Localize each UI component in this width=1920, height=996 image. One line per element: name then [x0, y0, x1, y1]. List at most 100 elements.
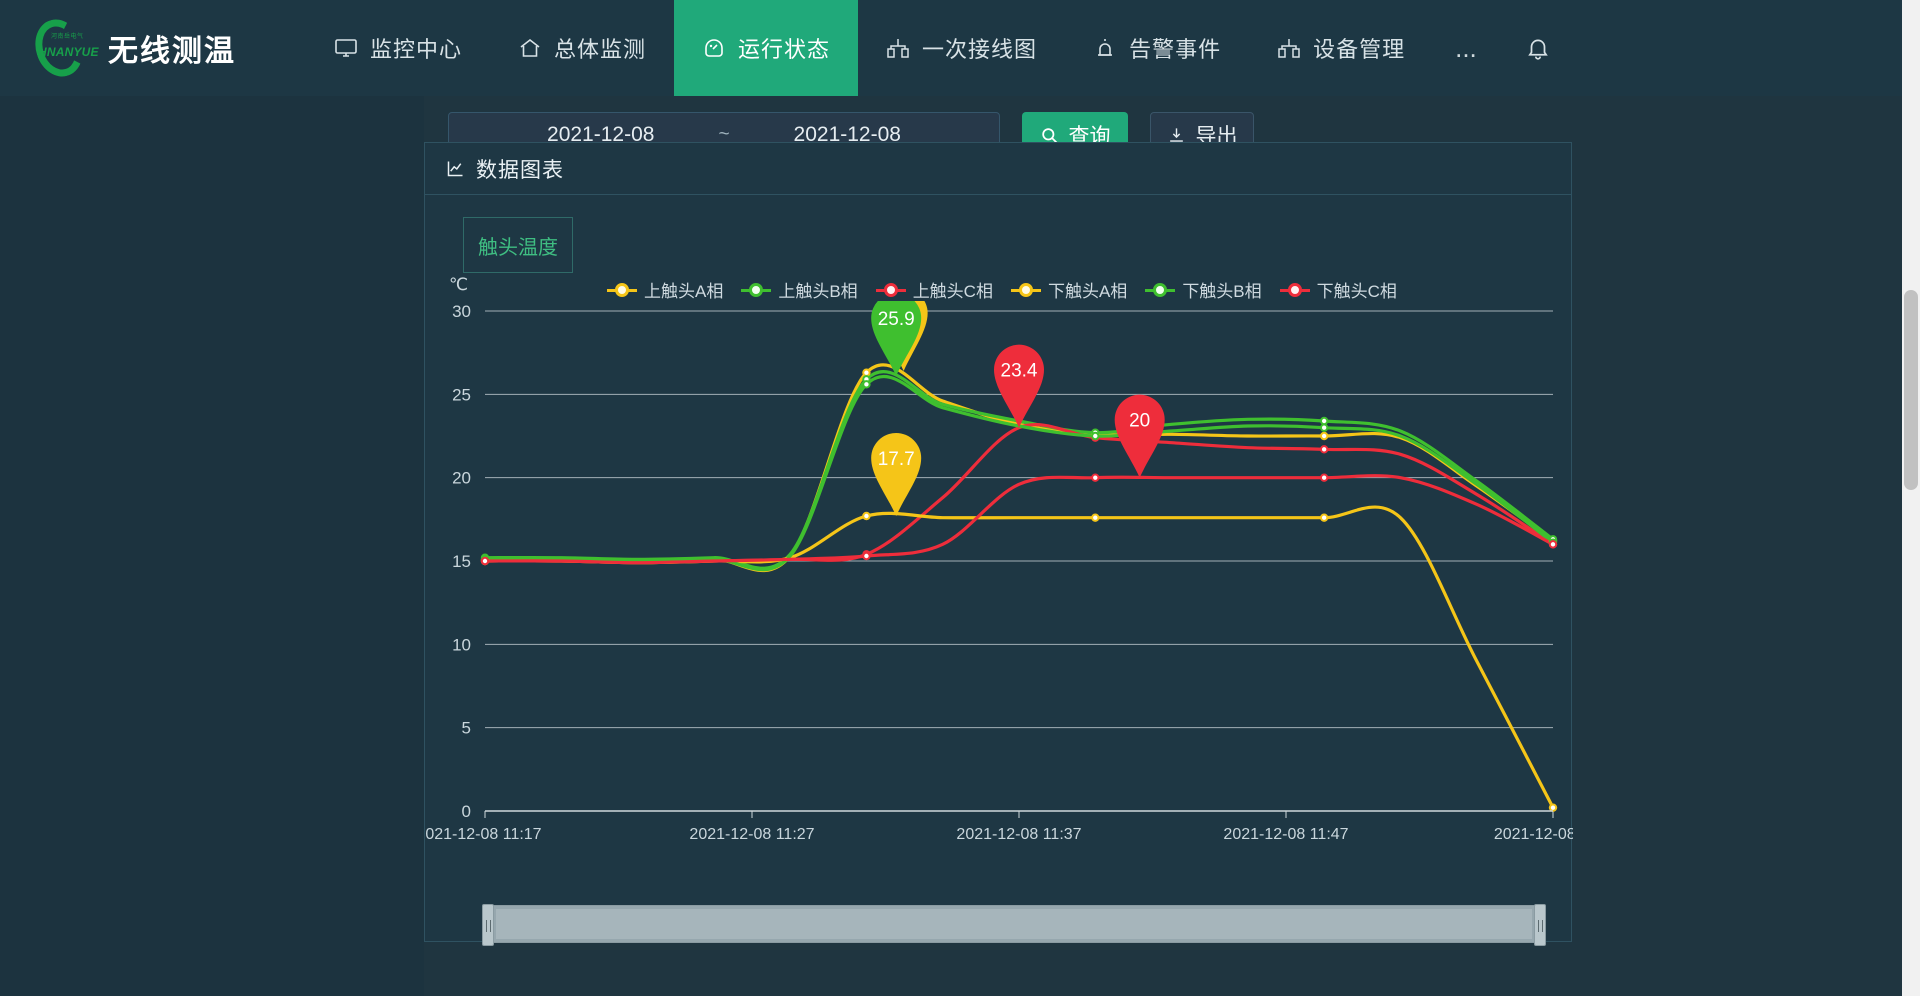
series-point: [1091, 513, 1100, 522]
nav-label: 一次接线图: [922, 37, 1038, 62]
svg-text:2021-12-08 11:17: 2021-12-08 11:17: [425, 826, 542, 843]
series-point: [1091, 431, 1100, 441]
svg-text:17.7: 17.7: [878, 449, 915, 470]
svg-text:0: 0: [462, 802, 471, 821]
legend-label: 上触头B相: [778, 282, 858, 301]
series-point: [862, 368, 871, 377]
svg-text:30: 30: [452, 302, 471, 321]
chart-annotation-pin: 23.4: [994, 344, 1044, 428]
series-point: [862, 551, 871, 561]
company-logo-icon: 河南岳电气 HNANYUE: [28, 13, 99, 83]
line-chart-icon: [445, 158, 466, 179]
series-point: [1091, 473, 1100, 482]
main-nav: 监控中心 总体监测 运行状态: [306, 0, 1567, 96]
series-line-2: [483, 423, 1555, 565]
nav-item-overall-monitoring[interactable]: 总体监测: [490, 0, 674, 96]
series-point: [1319, 445, 1329, 454]
nav-more-button[interactable]: ...: [1455, 32, 1477, 63]
series-point: [1319, 423, 1329, 432]
download-icon: [1167, 126, 1186, 145]
series-point: [480, 556, 490, 566]
nav-label: 监控中心: [370, 37, 463, 62]
svg-text:20: 20: [1129, 411, 1150, 432]
chart-region: ℃ 上触头A相 上触头B相: [425, 275, 1573, 895]
legend-item-lower-b[interactable]: 下触头B相: [1145, 277, 1262, 302]
legend-label: 下触头A相: [1047, 282, 1128, 301]
left-rail: [0, 96, 424, 996]
chart-svg: 0 5 10 15 20 25 30 2021-12-08 11:17 2021-12-08 1…: [425, 301, 1573, 843]
series-point: [862, 511, 871, 521]
svg-text:23.4: 23.4: [1001, 361, 1038, 382]
legend-marker-icon: [875, 282, 906, 297]
legend-item-upper-c[interactable]: 上触头C相: [875, 277, 993, 302]
nav-label: 总体监测: [554, 37, 647, 62]
page-scrollbar[interactable]: [1902, 0, 1920, 996]
circuit-icon: [886, 36, 910, 60]
chart-annotation-pin: 20: [1114, 394, 1165, 478]
series-point: [1548, 803, 1558, 812]
date-start-value[interactable]: 2021-12-08: [547, 123, 655, 146]
svg-text:15: 15: [452, 552, 471, 571]
legend-label: 下触头C相: [1316, 282, 1397, 301]
legend-item-upper-b[interactable]: 上触头B相: [741, 277, 858, 302]
card-title: 数据图表: [476, 158, 564, 182]
svg-text:5: 5: [462, 719, 471, 738]
nav-label: 设备管理: [1313, 37, 1406, 62]
alarm-icon: [1093, 36, 1117, 60]
series-point: [1319, 431, 1329, 441]
chart-tab-row: 触头温度: [425, 195, 1571, 273]
chart-datazoom-slider[interactable]: [482, 904, 1546, 946]
series-point: [1548, 540, 1558, 549]
svg-text:2021-12-08 11:27: 2021-12-08 11:27: [689, 826, 814, 843]
legend-item-lower-a[interactable]: 下触头A相: [1010, 277, 1128, 302]
datazoom-handle-left[interactable]: [482, 904, 494, 946]
legend-label: 上触头A相: [644, 282, 724, 301]
legend-item-upper-a[interactable]: 上触头A相: [607, 277, 723, 302]
home-icon: [518, 36, 542, 60]
brand: 河南岳电气 HNANYUE 无线测温: [28, 13, 236, 83]
series-point: [862, 380, 871, 389]
tab-contact-temperature[interactable]: 触头温度: [463, 217, 573, 273]
page-scrollbar-thumb[interactable]: [1904, 290, 1918, 490]
monitor-icon: [334, 36, 358, 60]
svg-text:25.9: 25.9: [878, 309, 915, 330]
chart-plot-area: 0 5 10 15 20 25 30 2021-12-08 11:17 2021-12-08 1…: [425, 301, 1573, 895]
date-end-value[interactable]: 2021-12-08: [793, 123, 901, 146]
search-icon: [1040, 126, 1059, 145]
legend-marker-icon: [1145, 282, 1176, 297]
series-point: [1319, 473, 1329, 482]
series-line-3: [483, 505, 1555, 810]
datazoom-selected-range[interactable]: [496, 909, 1532, 939]
legend-item-lower-c[interactable]: 下触头C相: [1279, 277, 1397, 302]
svg-text:20: 20: [452, 469, 471, 488]
svg-text:2021-12-08 13:22: 2021-12-08 13:22: [1494, 826, 1573, 843]
series-point: [1319, 513, 1329, 522]
data-chart-card: 数据图表 触头温度 ℃ 上触头A相: [424, 142, 1573, 946]
date-range-separator: ~: [718, 124, 730, 145]
top-navigation-bar: 河南岳电气 HNANYUE 无线测温 监控中心: [0, 0, 1920, 96]
notification-bell-icon[interactable]: [1509, 0, 1567, 96]
svg-text:10: 10: [452, 635, 471, 654]
svg-text:2021-12-08 11:37: 2021-12-08 11:37: [956, 826, 1081, 843]
filter-bar: 2021-12-08 ~ 2021-12-08 查询 导出: [424, 102, 1254, 168]
nav-item-single-line-diagram[interactable]: 一次接线图: [858, 0, 1065, 96]
svg-text:2021-12-08 11:47: 2021-12-08 11:47: [1223, 826, 1348, 843]
legend-marker-icon: [741, 282, 772, 297]
nav-item-running-status[interactable]: 运行状态: [674, 0, 859, 96]
nav-item-alarm-events[interactable]: 告警事件: [1065, 0, 1249, 96]
nav-label: 运行状态: [738, 37, 831, 62]
datazoom-handle-right[interactable]: [1534, 904, 1546, 946]
nav-label: 告警事件: [1129, 37, 1222, 62]
nav-item-monitor-center[interactable]: 监控中心: [306, 0, 490, 96]
brand-title: 无线测温: [108, 35, 236, 68]
logo-en-text: HNANYUE: [38, 45, 99, 59]
legend-label: 下触头B相: [1182, 282, 1262, 301]
legend-marker-icon: [607, 282, 637, 297]
circuit-icon: [1277, 36, 1301, 60]
legend-label: 上触头C相: [912, 282, 993, 301]
nav-item-device-management[interactable]: 设备管理: [1249, 0, 1433, 96]
y-axis-unit-label: ℃: [449, 275, 469, 294]
chart-legend: 上触头A相 上触头B相 上触头C相: [607, 277, 1397, 302]
series-point: [1319, 416, 1329, 426]
